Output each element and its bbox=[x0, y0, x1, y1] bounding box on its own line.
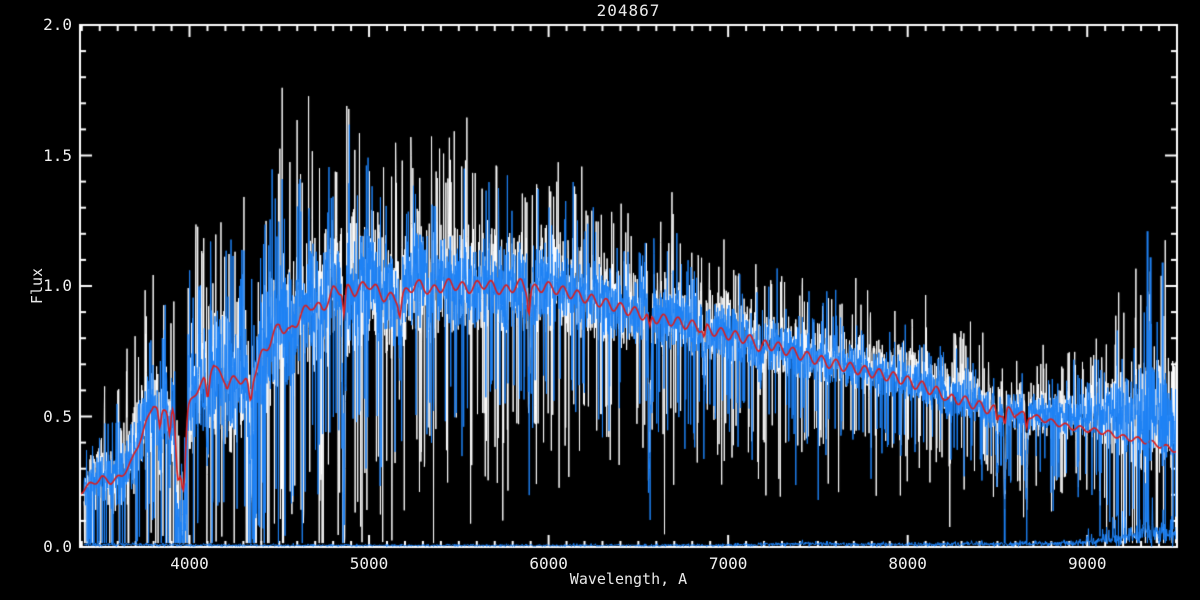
y-tick-label-1.0: 1.0 bbox=[43, 276, 72, 295]
y-tick-label-2.0: 2.0 bbox=[43, 15, 72, 34]
x-tick-label-8000: 8000 bbox=[888, 554, 927, 573]
x-tick-label-4000: 4000 bbox=[170, 554, 209, 573]
x-tick-label-9000: 9000 bbox=[1067, 554, 1107, 573]
y-tick-label-0.0: 0.0 bbox=[43, 537, 72, 556]
x-tick-label-7000: 7000 bbox=[708, 554, 748, 573]
x-tick-label-6000: 6000 bbox=[529, 554, 568, 573]
y-tick-label-0.5: 0.5 bbox=[43, 406, 72, 426]
x-tick-label-5000: 5000 bbox=[349, 554, 389, 573]
x-axis-label: Wavelength, A bbox=[569, 570, 688, 588]
plot-title: 204867 bbox=[596, 1, 661, 20]
y-tick-label-1.5: 1.5 bbox=[43, 145, 72, 165]
